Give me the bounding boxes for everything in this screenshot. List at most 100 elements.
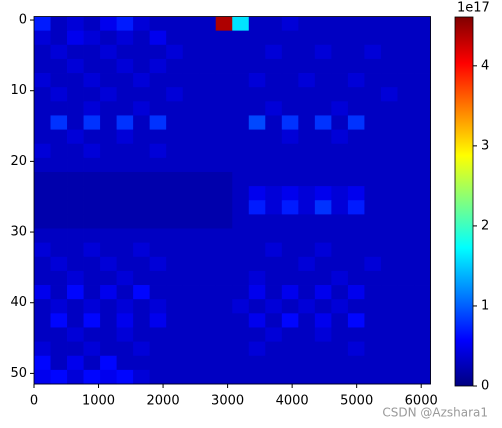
heatmap-cell — [298, 200, 316, 215]
heatmap-cell — [34, 242, 51, 258]
heatmap-cell — [166, 369, 184, 385]
heatmap-cell — [215, 327, 233, 342]
heatmap-cell — [232, 270, 250, 286]
heatmap-cell — [380, 115, 398, 130]
heatmap-cell — [149, 58, 167, 74]
heatmap-cell — [133, 44, 151, 60]
heatmap-cell — [100, 58, 118, 74]
heatmap-cell — [265, 369, 283, 385]
heatmap-cell — [83, 171, 101, 187]
heatmap-cell — [116, 355, 134, 371]
heatmap-cell — [397, 73, 415, 88]
heatmap-cell — [83, 256, 101, 272]
heatmap-cell — [364, 200, 382, 215]
heatmap-cell — [413, 355, 431, 371]
heatmap-cell — [199, 369, 217, 385]
heatmap-cell — [166, 200, 184, 215]
heatmap-cell — [265, 186, 283, 201]
heatmap-cell — [397, 171, 415, 187]
heatmap-cell — [265, 341, 283, 357]
heatmap-cell — [397, 214, 415, 229]
x-tick-label: 2000 — [147, 394, 180, 409]
heatmap-cell — [67, 256, 84, 272]
heatmap-cell — [397, 87, 415, 102]
heatmap-cell — [331, 44, 349, 60]
heatmap-cell — [50, 171, 68, 187]
heatmap-cell — [265, 285, 283, 300]
heatmap-cell — [133, 327, 151, 342]
heatmap-cell — [380, 73, 398, 88]
heatmap-cell — [50, 270, 68, 286]
heatmap-cell — [116, 16, 134, 32]
heatmap-cell — [397, 44, 415, 60]
heatmap-cell — [397, 256, 415, 272]
heatmap-cell — [83, 129, 101, 145]
heatmap-cell — [331, 101, 349, 116]
heatmap-cell — [83, 87, 101, 102]
heatmap-cell — [331, 270, 349, 286]
heatmap-cell — [298, 143, 316, 159]
heatmap-cell — [182, 256, 200, 272]
heatmap-cell — [347, 327, 365, 342]
heatmap-cell — [413, 44, 431, 60]
heatmap-cell — [83, 58, 101, 74]
heatmap-cell — [232, 44, 250, 60]
heatmap-cell — [133, 242, 151, 258]
heatmap-cell — [34, 186, 51, 201]
heatmap-cell — [298, 341, 316, 357]
heatmap-cell — [67, 242, 84, 258]
heatmap-cell — [34, 115, 51, 130]
heatmap-cell — [34, 355, 51, 371]
heatmap-cell — [215, 16, 233, 32]
heatmap-cell — [265, 299, 283, 314]
heatmap-cell — [265, 115, 283, 130]
heatmap-cell — [347, 157, 365, 173]
heatmap-cell — [298, 299, 316, 314]
heatmap-cell — [232, 101, 250, 116]
heatmap-cell — [100, 101, 118, 116]
heatmap-cell — [397, 341, 415, 357]
heatmap-cell — [133, 129, 151, 145]
heatmap-cell — [331, 242, 349, 258]
heatmap-cell — [331, 285, 349, 300]
watermark: CSDN @Azshara1 — [382, 406, 488, 420]
heatmap-cell — [281, 44, 299, 60]
heatmap-cell — [232, 129, 250, 145]
heatmap-cell — [298, 115, 316, 130]
heatmap-cell — [413, 171, 431, 187]
heatmap-cell — [248, 242, 266, 258]
heatmap-cell — [50, 200, 68, 215]
heatmap-cell — [149, 87, 167, 102]
heatmap-cell — [364, 58, 382, 74]
heatmap-cell — [232, 73, 250, 88]
heatmap-cell — [298, 129, 316, 145]
heatmap-cell — [314, 256, 332, 272]
heatmap-cell — [364, 270, 382, 286]
heatmap-cell — [116, 256, 134, 272]
heatmap-cell — [413, 256, 431, 272]
heatmap-cell — [265, 73, 283, 88]
heatmap-cell — [347, 256, 365, 272]
heatmap-cell — [248, 129, 266, 145]
heatmap-cell — [331, 369, 349, 385]
heatmap-cell — [281, 256, 299, 272]
heatmap-cell — [397, 299, 415, 314]
heatmap-cell — [215, 186, 233, 201]
heatmap-cell — [182, 101, 200, 116]
heatmap-cell — [281, 327, 299, 342]
heatmap-cell — [67, 313, 84, 328]
heatmap-cell — [397, 101, 415, 116]
heatmap-cell — [182, 200, 200, 215]
heatmap-cell — [314, 313, 332, 328]
heatmap-cell — [364, 171, 382, 187]
x-tick-label: 0 — [30, 394, 38, 409]
colorbar — [454, 16, 474, 387]
heatmap-cell — [149, 270, 167, 286]
heatmap-cell — [248, 16, 266, 32]
heatmap-cell — [413, 299, 431, 314]
heatmap-cell — [34, 129, 51, 145]
heatmap-cell — [116, 242, 134, 258]
heatmap-cell — [100, 313, 118, 328]
heatmap-cell — [182, 87, 200, 102]
heatmap-cell — [149, 256, 167, 272]
